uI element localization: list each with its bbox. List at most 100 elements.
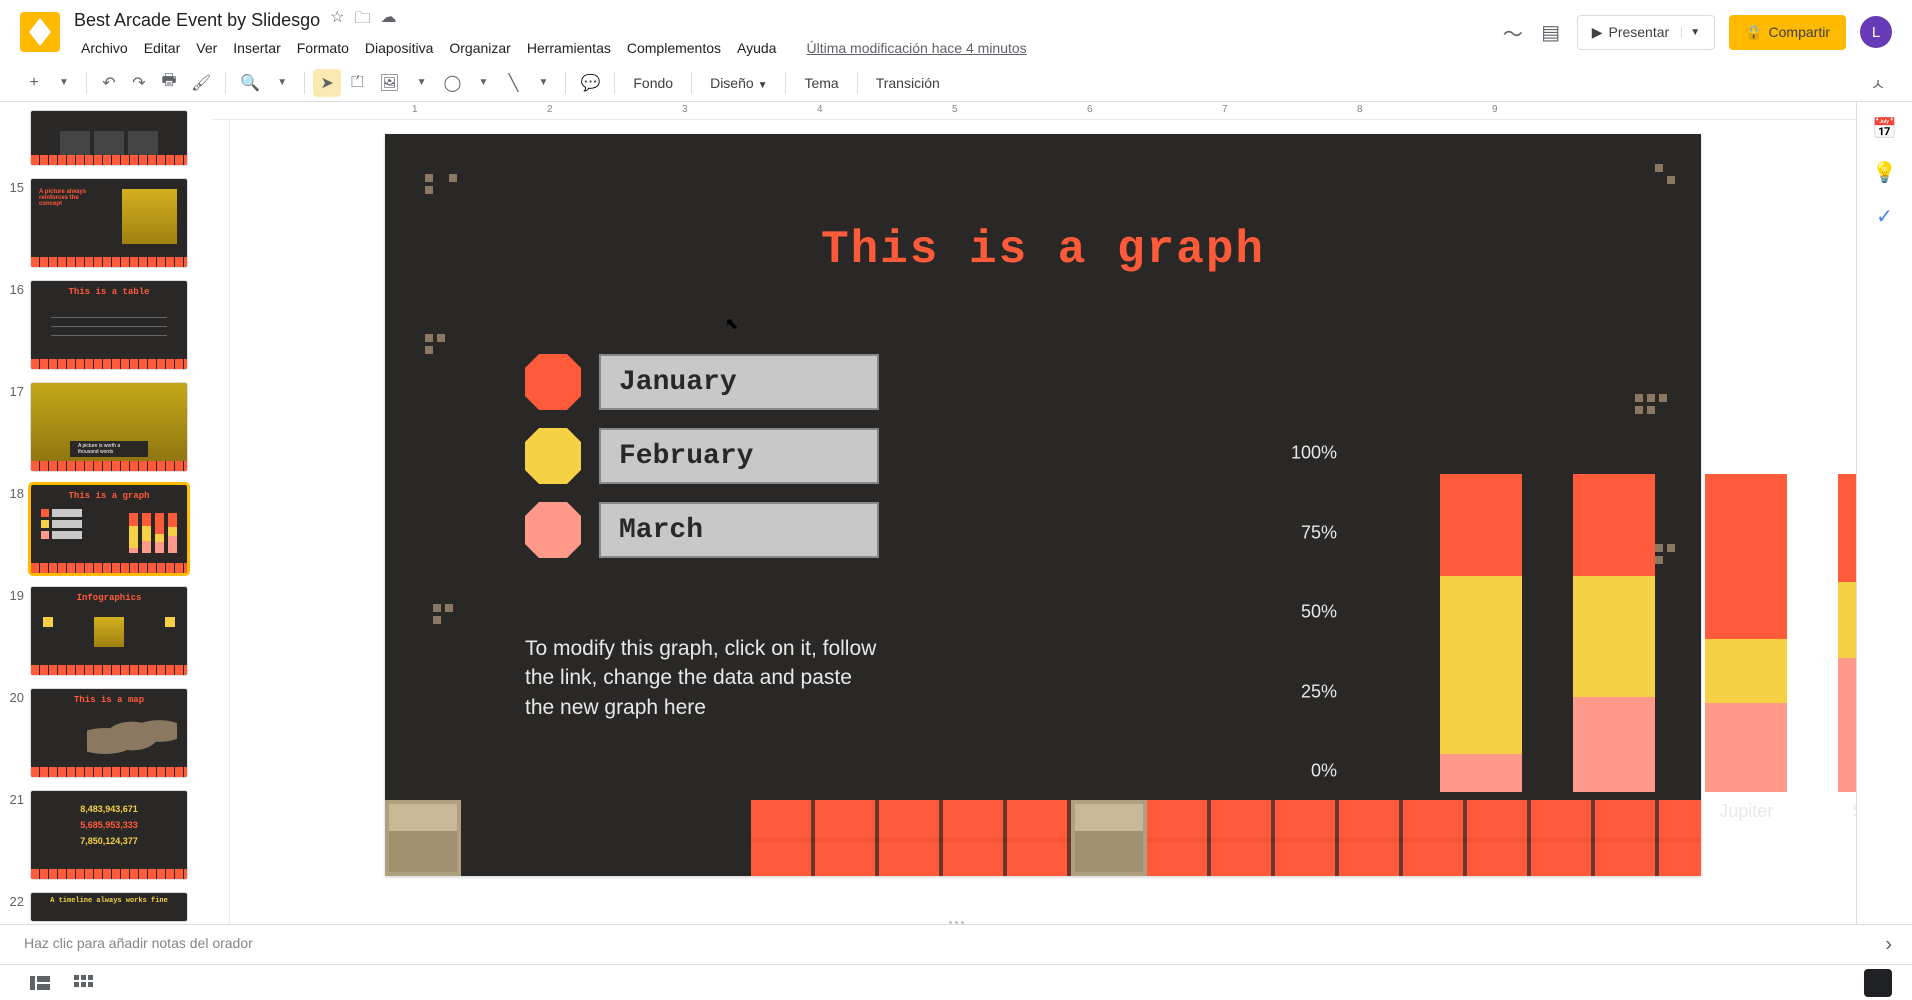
legend-row: January — [525, 354, 879, 410]
menu-archivo[interactable]: Archivo — [74, 38, 135, 58]
thumbnail-panel[interactable]: 15A picture always reinforces the concep… — [0, 102, 212, 924]
paint-format-button[interactable]: 🖌 — [185, 69, 217, 97]
speaker-notes[interactable]: Haz clic para añadir notas del orador › — [0, 924, 1912, 964]
thumbnail-preview[interactable]: This is a map — [30, 688, 188, 778]
new-slide-button[interactable]: + — [20, 69, 48, 97]
background-button[interactable]: Fondo — [623, 71, 683, 95]
thumbnail-item[interactable]: 19Infographics — [8, 586, 212, 676]
separator — [857, 72, 858, 94]
select-tool[interactable]: ➤ — [313, 69, 341, 97]
thumbnail-preview[interactable] — [30, 110, 188, 166]
ruler-tick: 6 — [1087, 104, 1093, 115]
thumbnail-item[interactable]: 16This is a table — [8, 280, 212, 370]
new-slide-dropdown-icon[interactable]: ▼ — [50, 69, 78, 97]
thumbnail-number: 17 — [8, 382, 30, 472]
notes-resize-handle[interactable] — [936, 921, 976, 929]
transition-button[interactable]: Transición — [866, 71, 950, 95]
image-dropdown-icon[interactable]: ▼ — [408, 69, 436, 97]
undo-button[interactable]: ↶ — [95, 69, 123, 97]
fire-bricks — [751, 800, 1071, 876]
shape-tool[interactable]: ◯ — [438, 69, 468, 97]
grid-view-icon[interactable] — [74, 973, 94, 993]
thumbnail-item[interactable]: 17A picture is worth a thousand words — [8, 382, 212, 472]
thumbnail-preview[interactable]: A timeline always works fine — [30, 892, 188, 922]
thumbnail-preview[interactable]: A picture always reinforces the concept — [30, 178, 188, 268]
menu-formato[interactable]: Formato — [290, 38, 356, 58]
collapse-toolbar-icon[interactable]: ㅅ — [1864, 69, 1892, 97]
notes-placeholder: Haz clic para añadir notas del orador — [24, 935, 253, 951]
app-header: Best Arcade Event by Slidesgo ☆ 🗀 ☁ Arch… — [0, 0, 1912, 64]
menu-organizar[interactable]: Organizar — [442, 38, 517, 58]
image-tool[interactable]: 🖼 — [373, 69, 405, 97]
bar-segment — [1838, 582, 1856, 658]
menu-editar[interactable]: Editar — [137, 38, 188, 58]
cloud-icon[interactable]: ☁ — [381, 7, 397, 34]
shape-dropdown-icon[interactable]: ▼ — [469, 69, 497, 97]
theme-button[interactable]: Tema — [794, 71, 848, 95]
layout-button[interactable]: Diseño ▼ — [700, 71, 777, 95]
zoom-dropdown-icon[interactable]: ▼ — [268, 69, 296, 97]
move-icon[interactable]: 🗀 — [355, 7, 371, 34]
thumbnail-item[interactable] — [8, 110, 212, 166]
menu-ayuda[interactable]: Ayuda — [730, 38, 783, 58]
explore-button[interactable] — [1864, 969, 1892, 997]
thumbnail-preview[interactable]: This is a table — [30, 280, 188, 370]
activity-icon[interactable]: 〜 — [1501, 20, 1525, 44]
avatar[interactable]: L — [1860, 16, 1892, 48]
ruler-tick: 3 — [682, 104, 688, 115]
comment-tool[interactable]: 💬 — [574, 69, 606, 97]
slide-caption[interactable]: To modify this graph, click on it, follo… — [525, 634, 885, 722]
thumbnail-number: 18 — [8, 484, 30, 574]
line-tool[interactable]: ╲ — [499, 69, 527, 97]
menu-insertar[interactable]: Insertar — [226, 38, 287, 58]
last-modified[interactable]: Última modificación hace 4 minutos — [799, 38, 1033, 58]
stacked-bar-chart[interactable]: 0%25%50%75%100%MercuryMarsJupiterSaturn — [1345, 474, 1856, 814]
thumbnail-preview[interactable]: Infographics — [30, 586, 188, 676]
chart-legend[interactable]: January February March — [525, 354, 879, 576]
doc-title-row: Best Arcade Event by Slidesgo ☆ 🗀 ☁ — [74, 7, 1501, 34]
thumbnail-preview[interactable]: A picture is worth a thousand words — [30, 382, 188, 472]
present-button[interactable]: ▶ Presentar ▼ — [1577, 15, 1715, 50]
thumbnail-item[interactable]: 20This is a map — [8, 688, 212, 778]
redo-button[interactable]: ↷ — [125, 69, 153, 97]
slides-logo[interactable] — [20, 12, 60, 52]
star-icon[interactable]: ☆ — [330, 7, 344, 34]
share-button[interactable]: 🔒 Compartir — [1729, 15, 1846, 50]
doc-title[interactable]: Best Arcade Event by Slidesgo — [74, 10, 320, 31]
print-button[interactable]: 🖶 — [155, 69, 183, 97]
line-dropdown-icon[interactable]: ▼ — [529, 69, 557, 97]
menu-complementos[interactable]: Complementos — [620, 38, 728, 58]
thumbnail-item[interactable]: 22A timeline always works fine — [8, 892, 212, 922]
menu-herramientas[interactable]: Herramientas — [520, 38, 618, 58]
tasks-icon[interactable]: ✓ — [1873, 204, 1897, 228]
slide-title[interactable]: This is a graph — [821, 224, 1265, 276]
menu-ver[interactable]: Ver — [189, 38, 224, 58]
thumbnail-item[interactable]: 21 8,483,943,671 5,685,953,333 7,850,124… — [8, 790, 212, 880]
calendar-icon[interactable]: 📅 — [1873, 116, 1897, 140]
fire-bricks — [1147, 800, 1701, 876]
menu-diapositiva[interactable]: Diapositiva — [358, 38, 440, 58]
ruler-horizontal[interactable]: 123456789 — [212, 102, 1856, 120]
thumbnail-number — [8, 110, 30, 166]
zoom-button[interactable]: 🔍 — [234, 69, 266, 97]
filmstrip-view-icon[interactable] — [30, 973, 50, 993]
ruler-vertical[interactable] — [212, 120, 230, 924]
thumbnail-number: 19 — [8, 586, 30, 676]
textbox-tool[interactable]: ⏍ — [343, 69, 371, 97]
comments-icon[interactable]: ▤ — [1539, 20, 1563, 44]
thumbnail-item[interactable]: 15A picture always reinforces the concep… — [8, 178, 212, 268]
share-label: Compartir — [1769, 24, 1830, 40]
legend-color-chip — [525, 428, 581, 484]
slide[interactable]: ⬉ This is a graph January February March… — [385, 134, 1701, 876]
keep-icon[interactable]: 💡 — [1873, 160, 1897, 184]
thumbnail-preview[interactable]: This is a graph — [30, 484, 188, 574]
thumbnail-item[interactable]: 18This is a graph — [8, 484, 212, 574]
bar-segment — [1838, 474, 1856, 582]
present-dropdown-icon[interactable]: ▼ — [1681, 27, 1700, 38]
ruler-tick: 4 — [817, 104, 823, 115]
expand-sidebar-icon[interactable]: › — [1885, 933, 1892, 956]
bar-segment — [1705, 703, 1787, 792]
thumbnail-number: 20 — [8, 688, 30, 778]
thumbnail-preview[interactable]: 8,483,943,671 5,685,953,333 7,850,124,37… — [30, 790, 188, 880]
toolbar: + ▼ ↶ ↷ 🖶 🖌 🔍 ▼ ➤ ⏍ 🖼 ▼ ◯ ▼ ╲ ▼ 💬 Fondo … — [0, 64, 1912, 102]
